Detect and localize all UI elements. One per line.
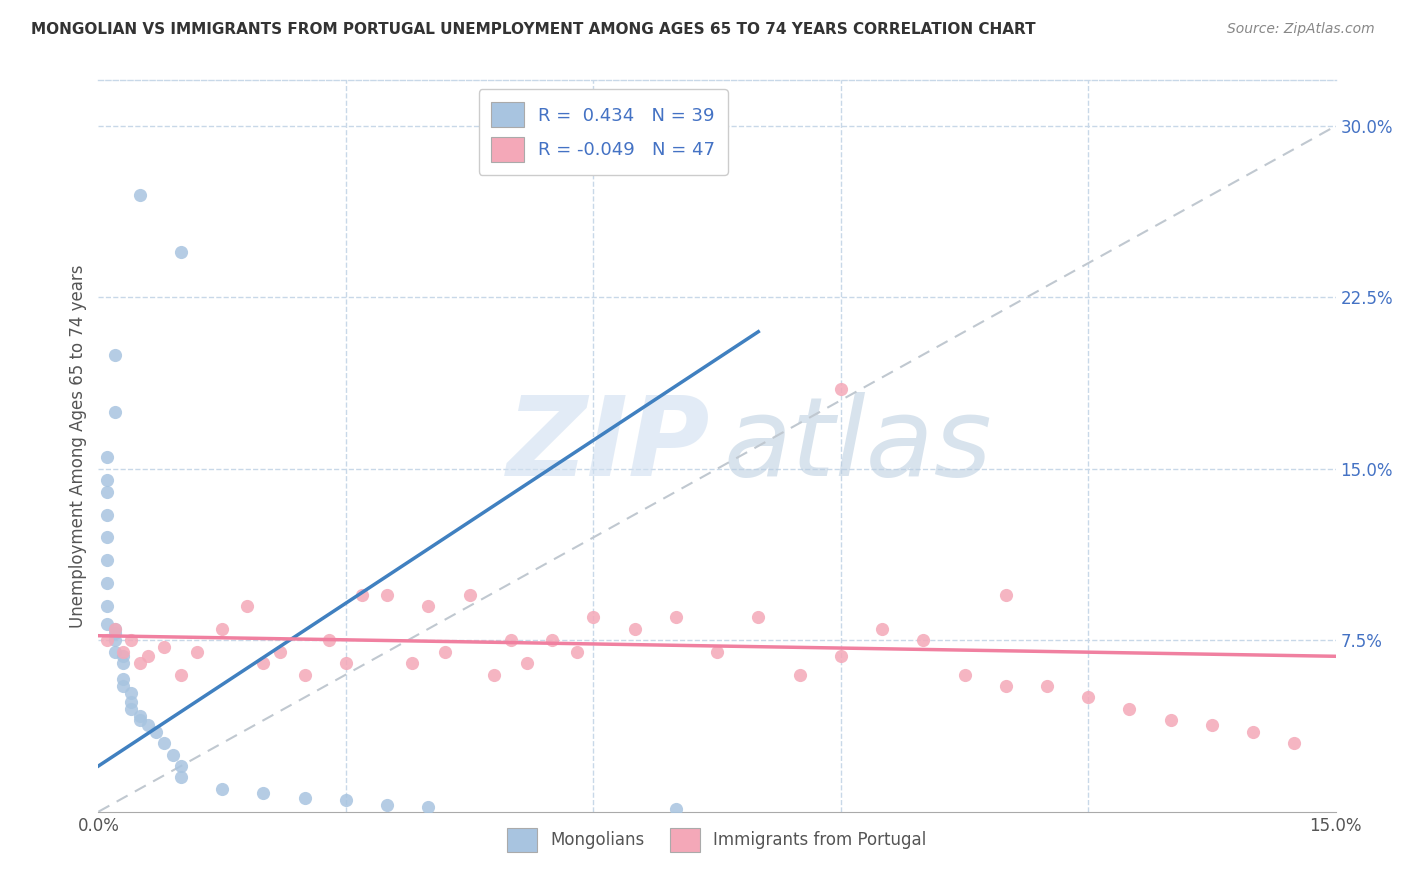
Point [128,714,150,728]
Point [706,645,728,659]
Point [375,797,398,812]
Point [120,695,142,709]
Point [994,588,1017,602]
Point [294,667,316,681]
Point [120,633,142,648]
Point [541,633,564,648]
Point [433,645,456,659]
Point [269,645,291,659]
Point [582,610,605,624]
Text: Source: ZipAtlas.com: Source: ZipAtlas.com [1227,22,1375,37]
Point [236,599,259,613]
Point [96,508,118,522]
Point [120,686,142,700]
Point [104,626,127,640]
Point [211,781,233,796]
Point [145,724,167,739]
Point [170,759,193,773]
Point [912,633,935,648]
Point [1036,679,1059,693]
Point [170,667,193,681]
Legend: Mongolians, Immigrants from Portugal: Mongolians, Immigrants from Portugal [498,818,936,862]
Point [96,617,118,632]
Point [96,633,118,648]
Point [418,599,440,613]
Text: atlas: atlas [723,392,991,500]
Point [665,802,688,816]
Point [104,347,127,362]
Point [499,633,522,648]
Point [96,473,118,487]
Point [162,747,184,762]
Point [516,656,538,670]
Point [1241,724,1264,739]
Point [112,656,135,670]
Point [136,649,159,664]
Point [128,187,150,202]
Point [458,588,481,602]
Point [96,553,118,567]
Point [170,771,193,785]
Point [96,450,118,465]
Point [294,791,316,805]
Point [104,622,127,636]
Point [335,656,357,670]
Point [112,679,135,693]
Point [953,667,976,681]
Point [96,530,118,544]
Point [418,800,440,814]
Point [104,405,127,419]
Point [870,622,893,636]
Point [186,645,208,659]
Point [375,588,398,602]
Point [335,793,357,807]
Point [1077,690,1099,705]
Point [120,702,142,716]
Point [1201,718,1223,732]
Point [96,599,118,613]
Point [128,708,150,723]
Point [136,718,159,732]
Point [96,576,118,591]
Point [747,610,769,624]
Point [252,656,274,670]
Point [789,667,811,681]
Point [252,787,274,801]
Point [1284,736,1306,750]
Point [104,622,127,636]
Point [565,645,588,659]
Point [665,610,688,624]
Point [484,667,506,681]
Y-axis label: Unemployment Among Ages 65 to 74 years: Unemployment Among Ages 65 to 74 years [69,264,87,628]
Point [623,622,645,636]
Point [153,640,176,655]
Text: MONGOLIAN VS IMMIGRANTS FROM PORTUGAL UNEMPLOYMENT AMONG AGES 65 TO 74 YEARS COR: MONGOLIAN VS IMMIGRANTS FROM PORTUGAL UN… [31,22,1036,37]
Point [170,244,193,259]
Point [401,656,423,670]
Point [112,645,135,659]
Point [128,656,150,670]
Point [1160,714,1182,728]
Point [112,672,135,686]
Point [830,649,852,664]
Point [153,736,176,750]
Text: ZIP: ZIP [508,392,711,500]
Point [318,633,340,648]
Point [104,633,127,648]
Point [994,679,1017,693]
Point [830,382,852,396]
Point [104,645,127,659]
Point [352,588,374,602]
Point [1118,702,1140,716]
Point [211,622,233,636]
Point [96,484,118,499]
Point [112,649,135,664]
